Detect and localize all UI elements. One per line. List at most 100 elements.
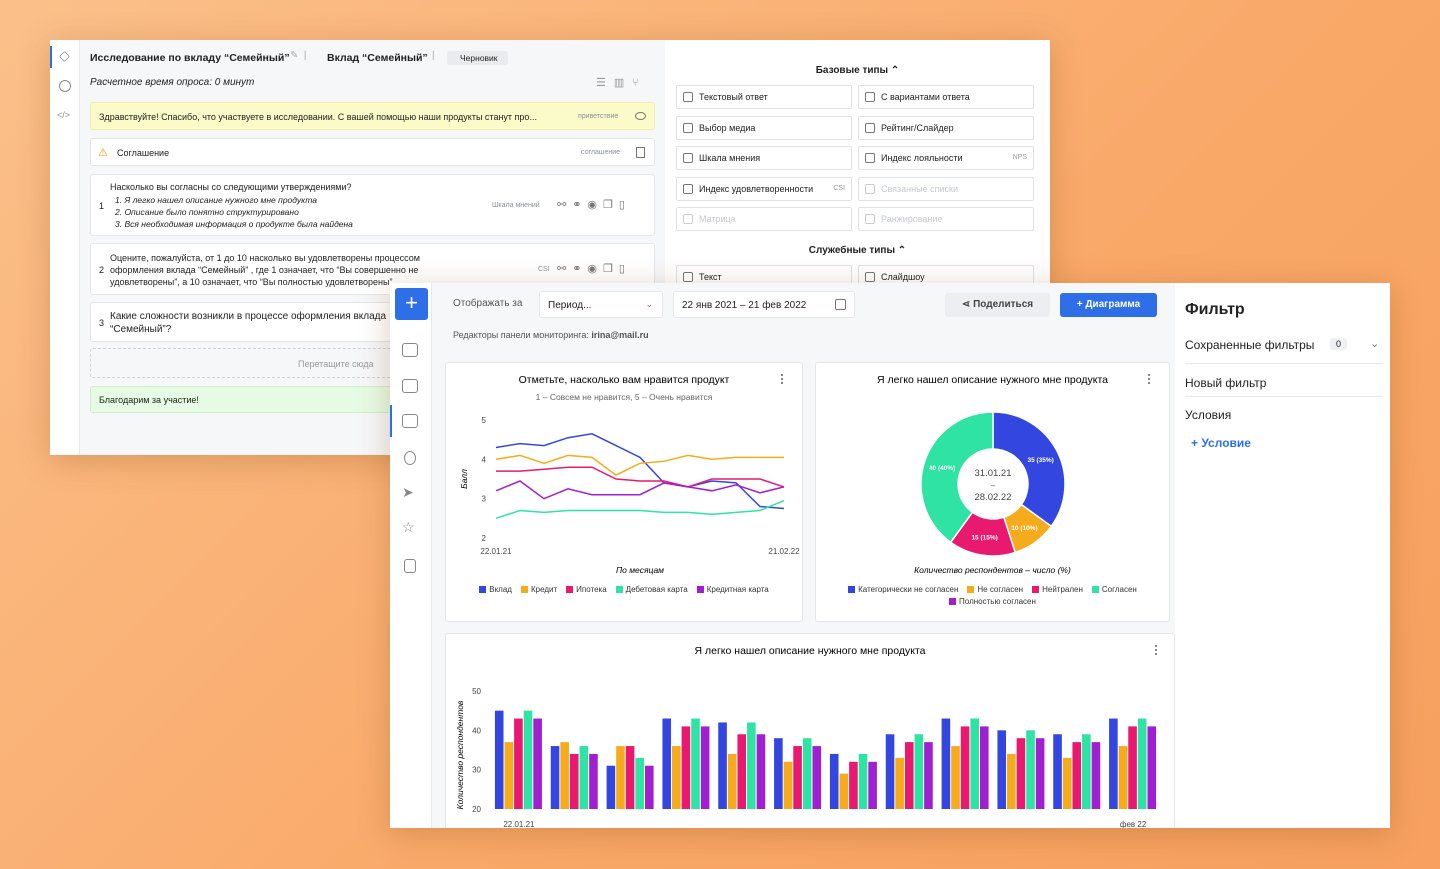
legend-item: Не согласен (967, 585, 1023, 594)
type-button[interactable]: Индекс лояльности NPS (858, 146, 1034, 170)
share-text: Поделиться (973, 299, 1034, 310)
bar (635, 757, 644, 809)
legend-swatch (848, 586, 856, 593)
bar (727, 753, 737, 809)
x-axis-label: По месяцам (616, 565, 664, 575)
period-select[interactable]: Период... ⌄ (539, 291, 663, 318)
legend-item: Нейтрален (1032, 585, 1083, 594)
agreement-text: Соглашение (117, 148, 170, 158)
menu-dot (780, 373, 784, 377)
menu-dot (1154, 648, 1158, 652)
type-icon (865, 272, 875, 282)
bar (1016, 738, 1026, 809)
legend-label: Кредит (530, 585, 558, 594)
bar (829, 753, 839, 809)
type-button[interactable]: Выбор медиа (676, 115, 852, 140)
center-label: – (991, 481, 996, 490)
row-tag: Шкала мнений (492, 202, 540, 209)
bar (672, 746, 681, 809)
bar (868, 761, 877, 809)
chevron: ⌄ (645, 299, 653, 309)
legend-item: Вклад (479, 585, 512, 594)
question-items: 1. Я легко нашел описание нужного мне пр… (115, 194, 353, 230)
survey-title: Исследование по вкладу “Семейный” (90, 52, 290, 64)
value-label: 10 (10%) (1011, 525, 1037, 532)
series-line (495, 454, 784, 476)
menu-dot (1154, 644, 1158, 648)
type-button[interactable]: Текстовый ответ (676, 85, 852, 109)
status-text: Черновик (460, 53, 498, 63)
type-button[interactable]: С вариантами ответа (858, 85, 1034, 109)
bar (885, 734, 895, 809)
legend: Вклад Кредит Ипотека Дебетовая карта Кредитн… (456, 585, 792, 594)
bar (494, 710, 504, 809)
users-icon (404, 451, 416, 465)
legend-swatch (566, 586, 574, 593)
value-label: 35 (35%) (1027, 457, 1053, 464)
period-text: Период... (548, 300, 592, 311)
separator: ✎ | (290, 50, 307, 61)
bar-chart: Я легко нашел описание нужного мне проду… (455, 644, 1158, 828)
bar (1082, 734, 1091, 809)
legend-item: Полностью согласен (949, 597, 1036, 606)
bar (550, 746, 560, 809)
bar (756, 734, 766, 809)
type-badge: CSI (833, 184, 845, 192)
chart-card: Отметьте, насколько вам нравится продукт… (445, 362, 803, 622)
legend-item: Согласен (1091, 585, 1137, 594)
bar (941, 718, 951, 809)
y-axis-label: Количество респондентов (455, 700, 465, 809)
legend-item: Кредит (520, 585, 558, 594)
legend-item: Категорически не согласен (848, 585, 958, 594)
legend-swatch (696, 586, 704, 593)
bar (691, 718, 700, 809)
bar (523, 710, 533, 809)
icon (59, 80, 71, 92)
add-button[interactable]: + (395, 288, 428, 320)
filter-panel: Фильтр Сохраненные фильтры 0 ⌄ Новый фил… (1175, 283, 1390, 828)
bar (774, 738, 783, 809)
active-indicator (390, 405, 392, 437)
type-button[interactable]: Индекс удовлетворенности CSI (676, 176, 852, 201)
x-tick-label: фев 22 (1120, 820, 1147, 828)
series-line (495, 499, 785, 520)
status-badge: Черновик (447, 51, 508, 65)
chevron: ⌄ (1370, 338, 1380, 350)
bar (1137, 718, 1147, 809)
question-text: Насколько вы согласны со следующими утве… (110, 182, 352, 192)
type-label: Связанные списки (881, 183, 958, 194)
center-label: 31.01.21 (975, 468, 1012, 479)
section-title: Служебные типы ⌃ (808, 245, 907, 256)
legend-label: Кредитная карта (706, 585, 769, 594)
add-condition[interactable]: + Условие (1191, 436, 1251, 450)
tasks-icon (402, 379, 418, 393)
x-axis-label: Количество респондентов – число (%) (914, 565, 1071, 575)
editor-window: </> Исследование по вкладу “Семейный” ✎ … (50, 40, 1050, 455)
row-actions: ⚯⚭◉❐▯ (557, 263, 631, 275)
x-tick-label: 22.01.21 (503, 820, 535, 828)
question-text: Оцените, пожалуйста, от 1 до 10 наскольк… (110, 253, 420, 287)
menu-dot (1147, 377, 1151, 381)
type-button[interactable]: Шкала мнения (676, 146, 852, 170)
series-line (496, 466, 785, 488)
chart-subtitle: 1 – Совсем не нравится, 5 – Очень нравит… (536, 392, 713, 402)
editors-label: Редакторы панели мониторинга: (453, 330, 589, 340)
bar (560, 742, 569, 809)
y-tick-label: 50 (472, 687, 481, 696)
type-label: Матрица (699, 214, 736, 224)
bar (1026, 730, 1035, 809)
bar (1053, 734, 1062, 809)
bar (914, 734, 924, 809)
bar (504, 742, 514, 809)
row-tag: приветствие (578, 113, 619, 120)
chart-card: Я легко нашел описание нужного мне проду… (445, 633, 1175, 828)
type-button[interactable]: Рейтинг/Слайдер (858, 115, 1034, 140)
add-chart-button[interactable]: + Диаграмма (1060, 293, 1157, 317)
legend-label: Не согласен (977, 585, 1024, 594)
menu-dot (1154, 652, 1158, 656)
period-label: Отображать за (453, 298, 523, 309)
share-button[interactable]: ⋖ Поделиться (945, 293, 1050, 317)
y-axis-label: Балл (459, 469, 469, 489)
bar (606, 765, 616, 809)
date-range[interactable]: 22 янв 2021 – 21 фев 2022 (673, 291, 855, 318)
